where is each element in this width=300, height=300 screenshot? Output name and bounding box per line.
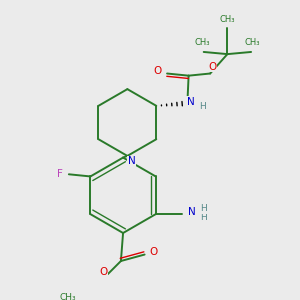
- Text: O: O: [100, 267, 108, 277]
- Text: CH₃: CH₃: [220, 15, 235, 24]
- Text: O: O: [153, 66, 161, 76]
- Text: CH₃: CH₃: [195, 38, 210, 47]
- Text: H: H: [200, 204, 207, 213]
- Text: H: H: [199, 102, 206, 111]
- Text: N: N: [187, 97, 195, 106]
- Text: O: O: [208, 62, 216, 72]
- Text: F: F: [57, 169, 63, 179]
- Text: CH₃: CH₃: [244, 38, 260, 47]
- Text: O: O: [149, 248, 158, 257]
- Text: H: H: [200, 213, 207, 222]
- Text: N: N: [188, 207, 196, 217]
- Text: N: N: [128, 156, 136, 166]
- Text: CH₃: CH₃: [59, 293, 76, 300]
